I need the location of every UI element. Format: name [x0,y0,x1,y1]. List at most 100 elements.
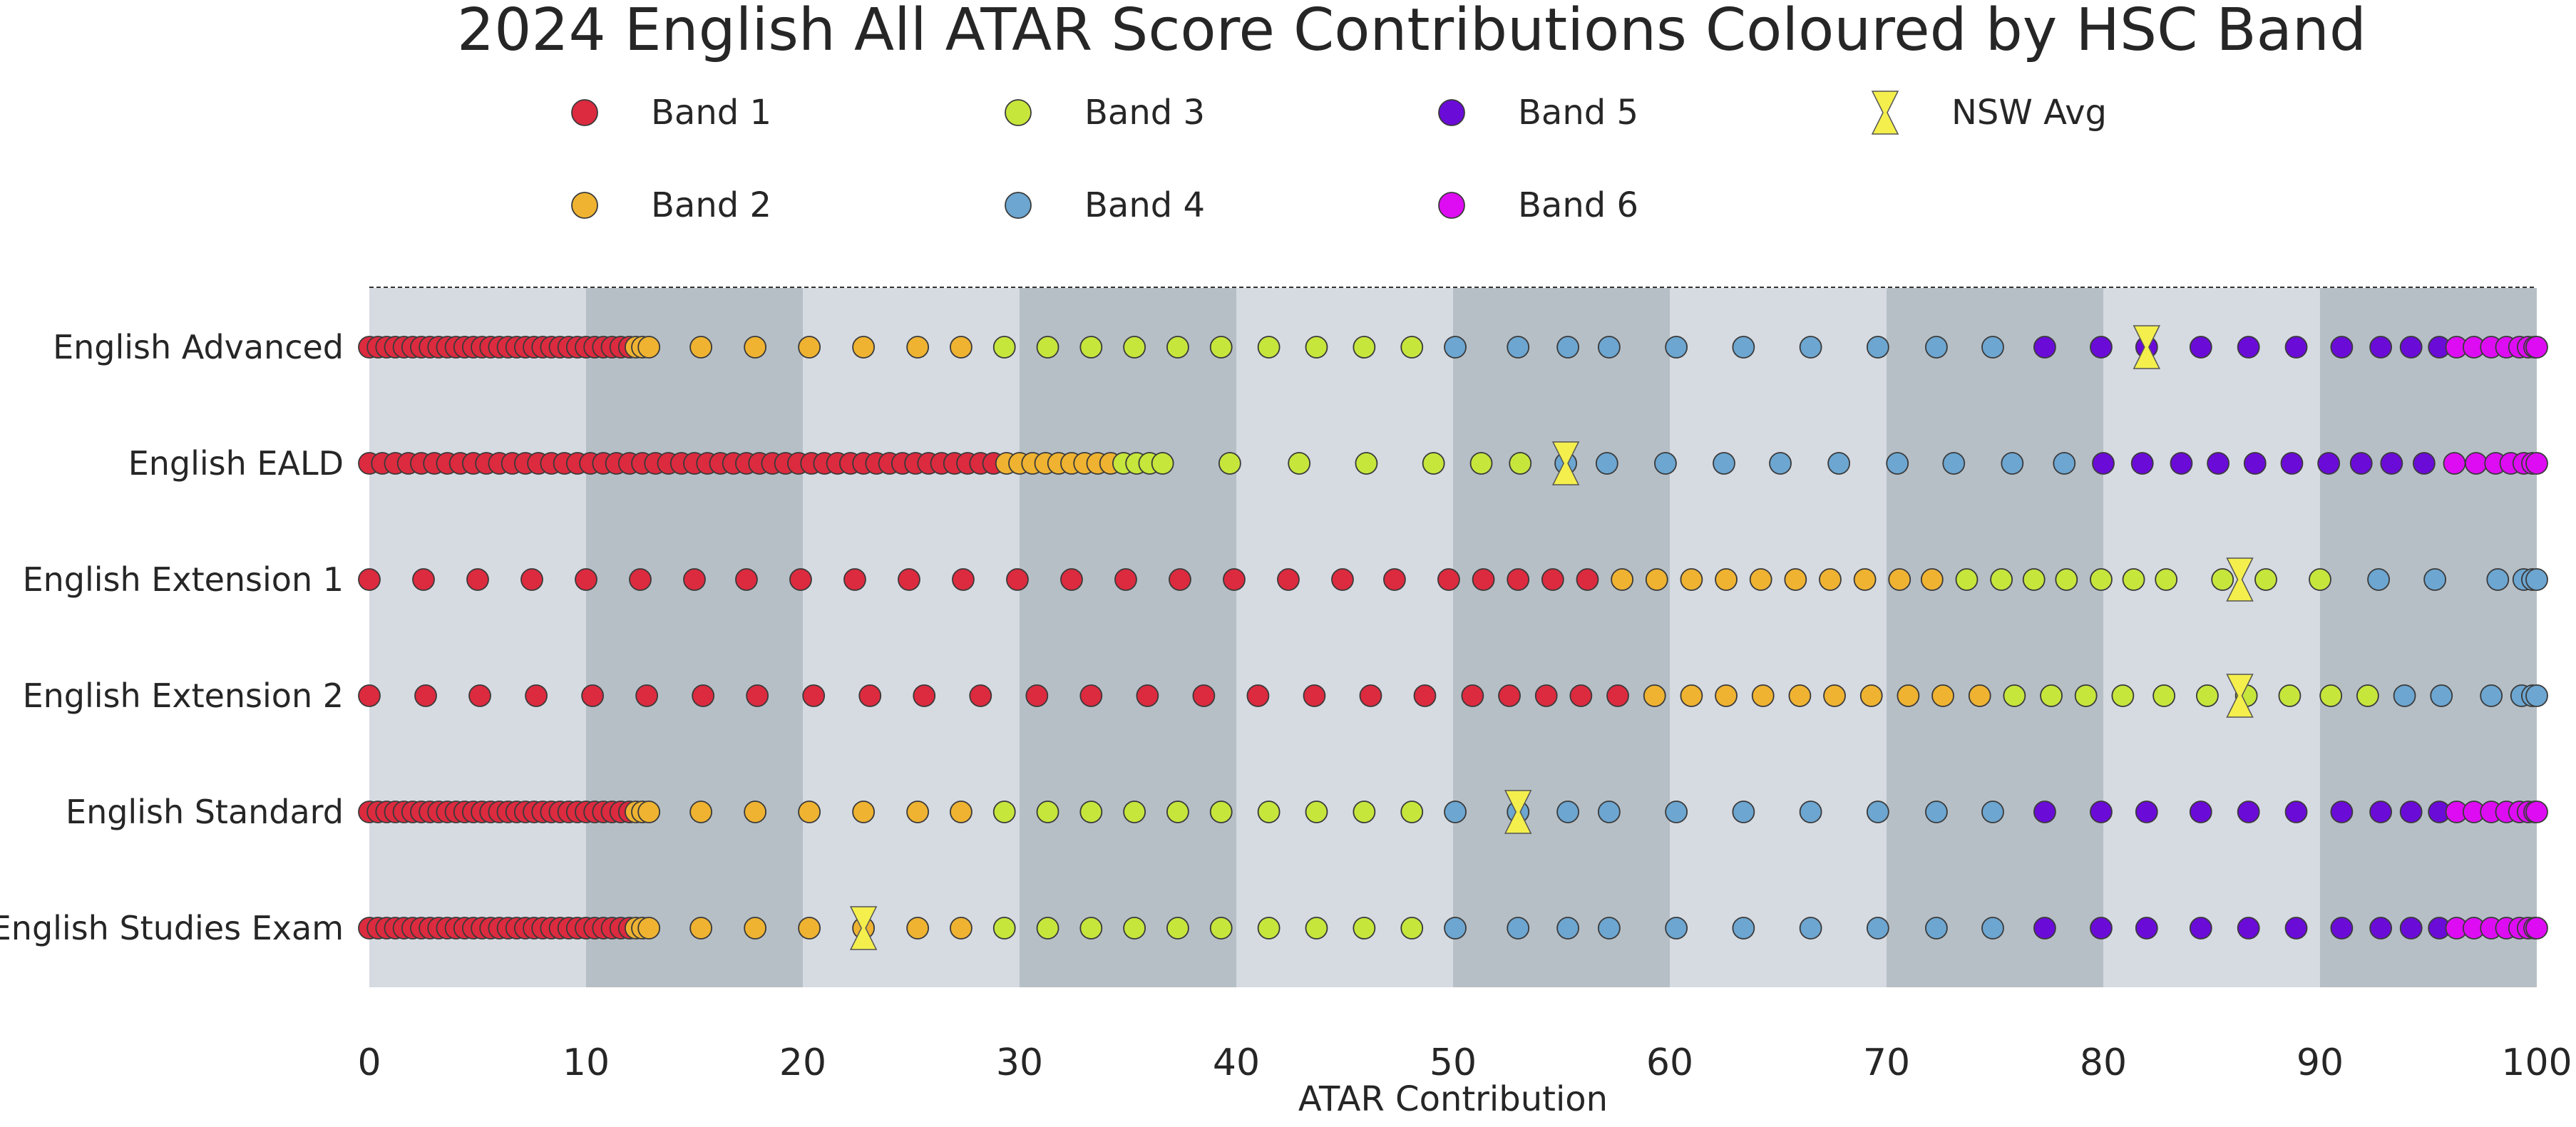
series-english-extension-1 [358,568,2548,591]
data-point-band-5 [2399,917,2423,940]
data-point-band-2 [1680,568,1703,591]
data-point-band-2 [1680,684,1703,707]
data-point-band-1 [1331,568,1354,591]
legend: Band 1 Band 3 Band 5 NSW Avg Band 2 Band 4 Ban… [571,91,2107,225]
band-shade-60-70 [1670,288,1887,987]
data-point-band-2 [744,801,767,823]
data-point-band-4 [1925,336,1948,359]
data-point-band-4 [1866,336,1889,359]
data-point-band-1 [1169,568,1191,591]
data-point-band-3 [1036,917,1059,940]
data-point-band-4 [1981,917,2004,940]
data-point-band-1 [1472,568,1495,591]
data-point-band-1 [1498,684,1521,707]
legend-marker [1438,99,1465,126]
data-point-band-2 [1645,568,1668,591]
data-point-band-5 [2369,801,2393,823]
data-point-band-3 [1036,801,1059,823]
data-point-band-4 [2480,684,2503,707]
data-point-band-5 [2033,336,2056,359]
data-point-band-1 [1534,684,1558,707]
data-point-band-3 [1036,336,1059,359]
data-point-band-5 [2380,452,2403,475]
data-point-band-2 [1788,684,1812,707]
data-point-band-2 [798,917,821,940]
nsw-avg-marker [2226,674,2254,718]
data-point-band-3 [1257,801,1281,823]
data-point-band-5 [2413,452,2436,475]
data-point-band-3 [1123,801,1146,823]
data-point-band-2 [1749,568,1772,591]
band-shade-0-10 [369,288,586,987]
legend-label: Band 3 [1084,93,1205,133]
data-point-band-4 [1665,336,1688,359]
data-point-band-4 [1444,336,1467,359]
data-point-band-4 [1597,336,1621,359]
data-point-band-1 [858,684,882,707]
data-point-band-1 [692,684,715,707]
data-point-band-3 [1305,336,1328,359]
legend-item: Band 1 [571,93,771,133]
data-point-band-2 [1931,684,1954,707]
data-point-band-4 [1799,917,1822,940]
band-shade-70-80 [1887,288,2103,987]
band-shade-50-60 [1453,288,1670,987]
data-point-band-2 [689,801,713,823]
data-point-band-5 [2284,917,2308,940]
series-english-extension-2 [358,684,2548,707]
data-point-band-1 [412,568,435,591]
data-point-band-3 [992,801,1016,823]
data-point-band-4 [1769,452,1792,475]
x-tick-label: 30 [996,1041,1043,1084]
x-tick-label: 60 [1646,1041,1693,1084]
data-point-band-2 [1715,568,1738,591]
data-point-band-3 [1288,452,1311,475]
data-point-band-5 [2284,801,2308,823]
legend-item: Band 2 [571,185,771,225]
data-point-band-1 [468,684,491,707]
y-tick-label: English Extension 2 [23,676,344,715]
data-point-band-3 [2090,568,2113,591]
data-point-band-3 [2074,684,2098,707]
data-point-band-4 [2486,568,2510,591]
data-point-band-4 [1799,336,1822,359]
data-point-band-3 [2111,684,2135,707]
data-point-band-3 [1400,917,1424,940]
data-point-band-5 [2170,452,2193,475]
data-point-band-1 [1383,568,1406,591]
legend-label: Band 1 [651,93,771,133]
data-point-band-3 [1166,336,1189,359]
data-point-band-3 [1353,336,1376,359]
data-point-band-5 [2243,452,2267,475]
data-point-band-3 [1209,801,1233,823]
legend-marker [1871,91,1899,135]
data-point-band-2 [1823,684,1846,707]
data-point-band-1 [1507,568,1530,591]
data-point-band-5 [2189,801,2212,823]
data-point-band-1 [802,684,826,707]
data-point-band-1 [1060,568,1083,591]
data-point-band-2 [906,917,930,940]
data-point-band-3 [2152,684,2176,707]
data-point-band-4 [1942,452,1966,475]
band-shade-90-100 [2320,288,2537,987]
band-shade-10-20 [586,288,803,987]
data-point-band-3 [1257,917,1281,940]
y-tick-label: English EALD [128,444,344,483]
nsw-avg-marker [1504,790,1532,834]
x-tick-label: 40 [1213,1041,1260,1084]
data-point-band-3 [1123,336,1146,359]
y-tick-label: English Extension 1 [23,560,344,599]
band-shade-20-30 [803,288,1020,987]
data-point-band-3 [2309,568,2331,591]
legend-item: Band 5 [1438,93,1638,133]
series-english-studies-exam [358,917,2548,940]
data-point-band-4 [2393,684,2416,707]
data-point-band-4 [1597,801,1621,823]
data-point-band-4 [1665,917,1688,940]
data-point-band-2 [1859,684,1883,707]
data-point-band-3 [1400,801,1424,823]
data-point-band-4 [1925,917,1948,940]
data-point-band-5 [2189,336,2212,359]
